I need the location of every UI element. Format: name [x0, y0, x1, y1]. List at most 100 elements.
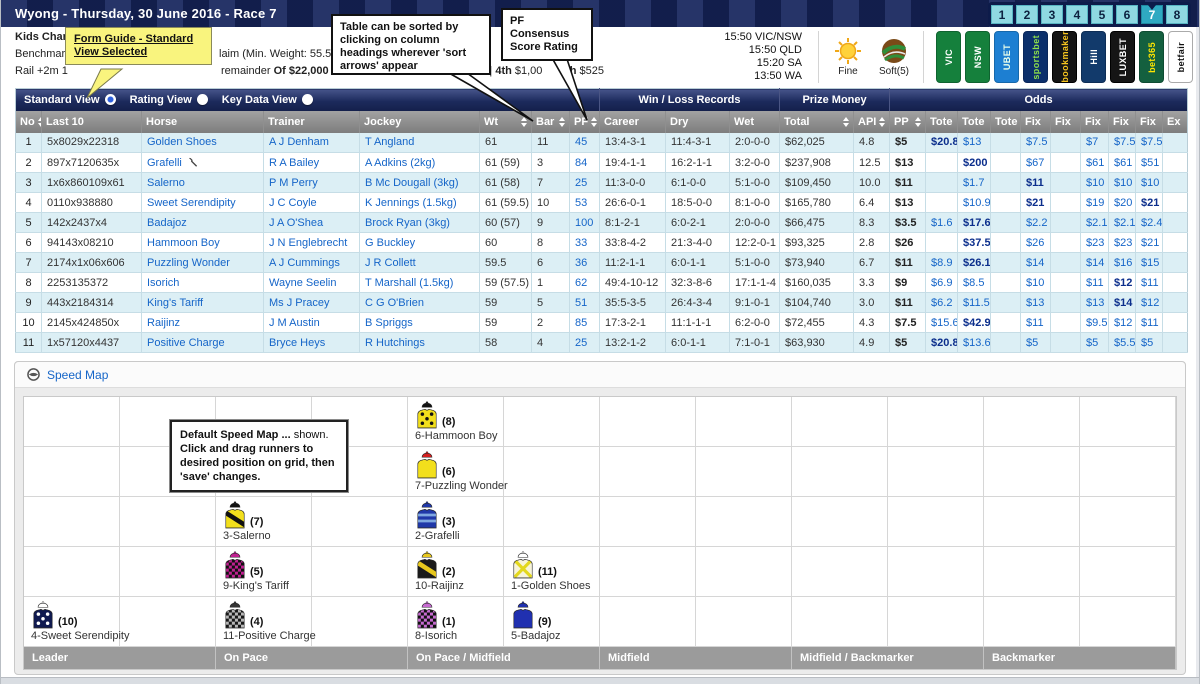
cell-t2[interactable]: $10.9 — [958, 193, 991, 213]
horizontal-scrollbar[interactable] — [1, 677, 1199, 684]
runner-11-positive-charge[interactable]: (4)11-Positive Charge — [223, 601, 316, 642]
cell-f3[interactable]: $13 — [1081, 293, 1109, 313]
radio-button[interactable] — [302, 94, 313, 105]
jockey-link[interactable]: T Angland — [365, 136, 414, 148]
cell-t2[interactable]: $37.5 — [958, 233, 991, 253]
cell-f4[interactable]: $12 — [1109, 313, 1136, 333]
cell-f5[interactable]: $21 — [1136, 193, 1163, 213]
speed-map-link[interactable]: Speed Map — [47, 368, 108, 382]
cell-f3[interactable]: $7 — [1081, 133, 1109, 153]
column-header-pp[interactable]: PP — [890, 111, 926, 133]
speed-map-cell[interactable] — [312, 547, 408, 597]
trainer-link[interactable]: A J Cummings — [269, 257, 340, 269]
scrollbar-track[interactable] — [1196, 27, 1199, 677]
horse-link[interactable]: Isorich — [147, 277, 179, 289]
speed-map-cell[interactable] — [792, 597, 888, 647]
cell-t1[interactable]: $6.2 — [926, 293, 958, 313]
cell-t2[interactable]: $200 — [958, 153, 991, 173]
cell-f5[interactable]: $2.4 — [1136, 213, 1163, 233]
cell-f1[interactable]: $10 — [1021, 273, 1051, 293]
speed-map-cell[interactable] — [792, 397, 888, 447]
cell-f4[interactable]: $61 — [1109, 153, 1136, 173]
speed-map-cell[interactable] — [504, 447, 600, 497]
race-tab-7[interactable]: 7 — [1141, 5, 1163, 24]
speed-map-cell[interactable] — [696, 597, 792, 647]
cell-f1[interactable]: $13 — [1021, 293, 1051, 313]
speed-map-cell[interactable] — [696, 447, 792, 497]
speed-map-cell[interactable] — [888, 547, 984, 597]
view-option-key-data-view[interactable]: Key Data View — [222, 94, 313, 106]
column-header-no[interactable]: No — [16, 111, 42, 133]
trainer-link[interactable]: Ms J Pracey — [269, 297, 330, 309]
sort-arrows-icon[interactable] — [843, 117, 849, 127]
cell-f4[interactable]: $23 — [1109, 233, 1136, 253]
sort-arrows-icon[interactable] — [521, 117, 527, 127]
cell-t2[interactable]: $42.9 — [958, 313, 991, 333]
trainer-link[interactable]: J N Englebrecht — [269, 237, 347, 249]
horse-link[interactable]: King's Tariff — [147, 297, 203, 309]
trainer-link[interactable]: A J Denham — [269, 136, 329, 148]
runner-5-badajoz[interactable]: (9)5-Badajoz — [511, 601, 561, 642]
speed-map-cell[interactable] — [792, 497, 888, 547]
cell-t1[interactable]: $20.8 — [926, 133, 958, 153]
bookmaker-logo-bet365[interactable]: bet365 — [1139, 31, 1164, 83]
jockey-link[interactable]: K Jennings (1.5kg) — [365, 197, 457, 209]
column-header-wt[interactable]: Wt — [480, 111, 532, 133]
speed-map-cell[interactable] — [600, 547, 696, 597]
cell-t1[interactable]: $8.9 — [926, 253, 958, 273]
view-option-standard-view[interactable]: Standard View — [24, 94, 116, 106]
cell-f5[interactable]: $15 — [1136, 253, 1163, 273]
speed-map-cell[interactable] — [600, 597, 696, 647]
cell-f4[interactable]: $10 — [1109, 173, 1136, 193]
speed-map-cell[interactable] — [984, 597, 1080, 647]
cell-f1[interactable]: $14 — [1021, 253, 1051, 273]
cell-f5[interactable]: $7.5 — [1136, 133, 1163, 153]
speed-map-cell[interactable] — [1080, 497, 1176, 547]
speed-map-cell[interactable] — [984, 397, 1080, 447]
cell-f3[interactable]: $2.15 — [1081, 213, 1109, 233]
trainer-link[interactable]: Wayne Seelin — [269, 277, 336, 289]
cell-f5[interactable]: $21 — [1136, 233, 1163, 253]
speed-map-cell[interactable] — [792, 547, 888, 597]
speed-map-cell[interactable] — [312, 597, 408, 647]
speed-map-cell[interactable] — [600, 497, 696, 547]
trainer-link[interactable]: J M Austin — [269, 317, 320, 329]
sort-arrows-icon[interactable] — [915, 117, 921, 127]
horse-link[interactable]: Sweet Serendipity — [147, 197, 236, 209]
horse-link[interactable]: Badajoz — [147, 217, 187, 229]
runner-2-grafelli[interactable]: (3)2-Grafelli — [415, 501, 460, 542]
cell-t1[interactable]: $15.6 — [926, 313, 958, 333]
speed-map-cell[interactable] — [504, 397, 600, 447]
runner-10-raijinz[interactable]: (2)10-Raijinz — [415, 551, 464, 592]
speed-map-cell[interactable] — [600, 397, 696, 447]
bookmaker-logo-sportsbet[interactable]: sportsbet — [1023, 31, 1048, 83]
horse-link[interactable]: Raijinz — [147, 317, 180, 329]
cell-f5[interactable]: $11 — [1136, 313, 1163, 333]
cell-t2[interactable]: $11.5 — [958, 293, 991, 313]
cell-f1[interactable]: $11 — [1021, 313, 1051, 333]
trainer-link[interactable]: J C Coyle — [269, 197, 317, 209]
runner-7-puzzling-wonder[interactable]: (6)7-Puzzling Wonder — [415, 451, 508, 492]
cell-f5[interactable]: $5 — [1136, 333, 1163, 353]
race-tab-8[interactable]: 8 — [1166, 5, 1188, 24]
cell-f4[interactable]: $20 — [1109, 193, 1136, 213]
sort-arrows-icon[interactable] — [591, 117, 597, 127]
jockey-link[interactable]: J R Collett — [365, 257, 416, 269]
speed-map-cell[interactable] — [120, 497, 216, 547]
column-header-total[interactable]: Total — [780, 111, 854, 133]
cell-f4[interactable]: $2.1 — [1109, 213, 1136, 233]
bookmaker-logo-luxbet[interactable]: LUXBET — [1110, 31, 1135, 83]
jockey-link[interactable]: B Mc Dougall (3kg) — [365, 177, 459, 189]
cell-t1[interactable]: $20.8 — [926, 333, 958, 353]
speed-map-cell[interactable] — [1080, 597, 1176, 647]
cell-t2[interactable]: $13 — [958, 133, 991, 153]
cell-t1[interactable]: $6.9 — [926, 273, 958, 293]
speed-map-cell[interactable] — [120, 547, 216, 597]
horse-link[interactable]: Grafelli — [147, 157, 182, 169]
speed-map-cell[interactable] — [312, 497, 408, 547]
cell-f5[interactable]: $51 — [1136, 153, 1163, 173]
race-tab-1[interactable]: 1 — [991, 5, 1013, 24]
trainer-link[interactable]: P M Perry — [269, 177, 318, 189]
column-header-pf[interactable]: PF — [570, 111, 600, 133]
race-tab-2[interactable]: 2 — [1016, 5, 1038, 24]
